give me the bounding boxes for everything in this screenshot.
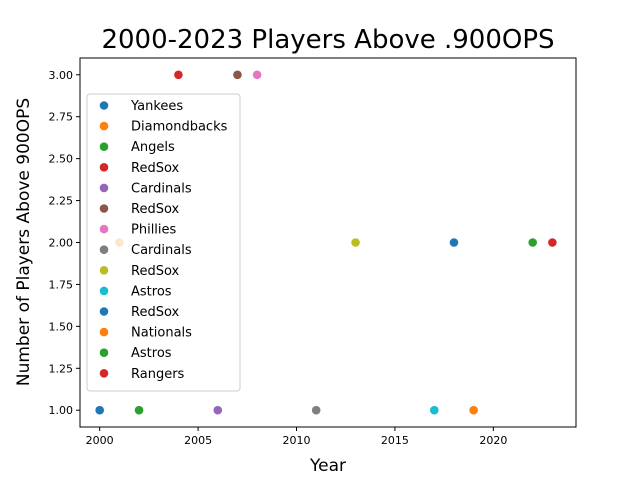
- legend-label: RedSox: [131, 202, 180, 217]
- data-point: [548, 238, 557, 247]
- legend-label: Astros: [131, 346, 172, 361]
- legend-label: RedSox: [131, 264, 180, 279]
- legend-marker: [99, 204, 109, 213]
- y-tick-label: 2.00: [49, 237, 74, 250]
- legend-marker: [99, 369, 109, 378]
- data-point: [252, 70, 262, 80]
- data-point: [351, 238, 360, 247]
- legend-marker: [99, 163, 109, 172]
- x-axis: 2000 2005 2010 2015 2020: [86, 427, 507, 447]
- legend-label: Yankees: [130, 99, 183, 114]
- legend-label: Phillies: [131, 223, 177, 238]
- data-point: [469, 405, 478, 415]
- x-tick-label: 2005: [184, 434, 212, 447]
- legend-marker: [99, 142, 109, 151]
- legend-label: RedSox: [131, 305, 180, 320]
- y-tick-label: 1.50: [49, 320, 74, 333]
- data-point: [213, 405, 223, 415]
- y-axis: 1.00 1.25 1.50 1.75 2.00 2.25 2.50 2.75 3.00: [49, 69, 80, 417]
- data-point: [134, 405, 144, 415]
- legend-label: Cardinals: [131, 243, 192, 258]
- legend-label: Diamondbacks: [131, 120, 228, 135]
- legend-label: RedSox: [131, 161, 180, 176]
- data-point: [429, 405, 439, 415]
- y-axis-title: Number of Players Above 900OPS: [14, 98, 34, 386]
- chart-title: 2000-2023 Players Above .900OPS: [101, 25, 554, 55]
- legend-label: Cardinals: [131, 181, 192, 196]
- x-axis-title: Year: [309, 456, 346, 476]
- legend-marker: [99, 245, 109, 254]
- legend-marker: [99, 327, 109, 337]
- legend-marker: [99, 348, 109, 358]
- data-point: [174, 70, 183, 80]
- legend-label: Rangers: [131, 367, 185, 382]
- legend-frame: [86, 93, 241, 392]
- x-tick-label: 2010: [283, 434, 311, 447]
- legend-marker: [99, 101, 109, 110]
- data-points: [95, 70, 557, 415]
- legend-label: Astros: [131, 284, 172, 299]
- legend-label: Nationals: [131, 326, 192, 341]
- legend-label: Angels: [131, 140, 175, 155]
- data-point: [449, 238, 459, 247]
- y-tick-label: 2.50: [49, 153, 74, 166]
- legend-marker: [99, 307, 109, 316]
- y-tick-label: 2.75: [49, 111, 74, 124]
- data-point: [311, 405, 321, 415]
- y-tick-label: 1.25: [49, 362, 74, 375]
- y-tick-label: 3.00: [49, 69, 74, 82]
- y-tick-label: 1.00: [49, 404, 74, 417]
- y-tick-label: 2.25: [49, 195, 74, 208]
- data-point: [95, 405, 104, 415]
- legend-marker: [99, 121, 109, 131]
- x-tick-label: 2015: [381, 434, 409, 447]
- data-point: [528, 238, 537, 247]
- legend-marker: [99, 224, 109, 234]
- data-point: [233, 70, 242, 80]
- y-tick-label: 1.75: [49, 278, 74, 291]
- x-tick-label: 2000: [86, 434, 114, 447]
- legend-marker: [99, 183, 109, 193]
- x-tick-label: 2020: [479, 434, 507, 447]
- legend-marker: [99, 286, 109, 296]
- legend-marker: [99, 266, 109, 275]
- legend: Yankees Diamondbacks Angels RedSox Cardinals…: [86, 93, 241, 392]
